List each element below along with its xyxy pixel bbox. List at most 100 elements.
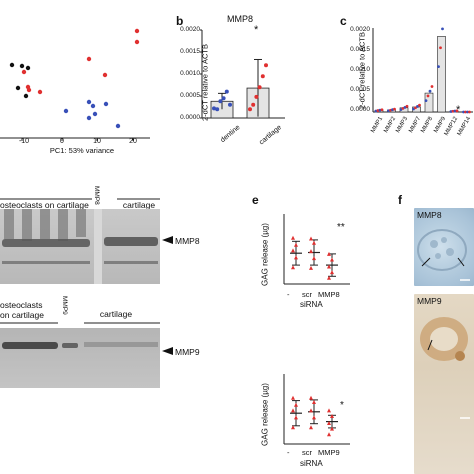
panel-e-top-point — [330, 257, 334, 262]
pca-point — [134, 28, 140, 34]
blot-bottom-arrow-icon — [162, 347, 173, 355]
panel-e-top-significance: ** — [337, 222, 345, 233]
pca-point — [25, 84, 31, 90]
panel-c-point — [393, 107, 396, 111]
panel-e-top-y-label: GAG release (µg) — [260, 223, 270, 286]
panel-e-top-category: scr — [302, 290, 312, 299]
blot-top-underlines — [0, 198, 160, 200]
panel-b-point — [251, 102, 256, 107]
panel-c-point — [441, 27, 444, 31]
panel-e-bottom-point — [309, 395, 313, 400]
micrograph-mmp8: MMP8 — [414, 208, 474, 286]
pca-point — [86, 56, 92, 62]
panel-e-bottom-point — [294, 415, 298, 420]
blot-bottom-underlines — [0, 322, 160, 324]
panel-c-point — [430, 85, 434, 88]
panel-e-bottom-category: - — [287, 448, 290, 457]
panel-b-point — [260, 74, 265, 79]
panel-letter-e: e — [252, 193, 259, 207]
panel-e-bottom-point — [312, 415, 316, 420]
panel-e-bottom-point — [327, 432, 331, 437]
blot-bottom-label-left-1: osteoclasts — [0, 300, 43, 310]
pca-point — [86, 115, 92, 121]
panel-e-bottom-point — [330, 414, 334, 418]
panel-e-bottom-point — [291, 425, 295, 430]
pca-x-label: PC1: 53% variance — [49, 146, 115, 155]
panel-c-chart — [372, 27, 473, 114]
panel-b-point — [257, 85, 262, 90]
panel-c-point — [424, 99, 428, 103]
panel-c-point — [428, 89, 432, 93]
pca-point — [21, 69, 27, 75]
pca-point — [86, 99, 92, 105]
panel-e-bottom-point — [327, 421, 331, 425]
panel-e-top-point — [330, 270, 334, 275]
pca-tick-label: 10 — [93, 138, 101, 145]
panel-e-top-point — [291, 235, 295, 240]
panel-e-top-point — [294, 255, 298, 260]
panel-b-point — [264, 63, 268, 68]
blot-top-gel — [0, 209, 160, 284]
panel-e-bottom-point — [330, 426, 334, 431]
pca-point — [15, 85, 21, 91]
panel-b-ytick: 0.0000 — [180, 114, 200, 121]
panel-b-point — [212, 106, 216, 111]
panel-b-ytick: 0.0020 — [180, 26, 200, 33]
panel-b-ytick: 0.0010 — [180, 70, 200, 77]
panel-b-significance: * — [254, 24, 259, 36]
panel-e-bottom-category: scr — [302, 448, 312, 457]
panel-letter-f: f — [398, 193, 402, 207]
panel-c-point — [416, 105, 419, 108]
panel-c-point — [462, 110, 465, 114]
panel-e-top-category: - — [287, 290, 290, 299]
panel-c-ytick: 0.0015 — [350, 46, 370, 53]
panel-e-top-point — [327, 264, 331, 269]
panel-c-ytick: 0.0020 — [350, 26, 370, 33]
panel-e-top-chart — [283, 214, 350, 285]
blot-top-label-right: cartilage — [122, 200, 156, 210]
panel-c-point — [418, 103, 421, 107]
panel-c-point — [405, 104, 409, 108]
pca-point — [134, 39, 140, 45]
micrograph-mmp8-label: MMP8 — [417, 210, 442, 220]
panel-e-bottom-point — [291, 395, 295, 400]
blot-top-arrow-label: MMP8 — [175, 236, 200, 246]
panel-e-bottom-point — [291, 408, 295, 413]
panel-b-point — [228, 102, 232, 107]
panel-b-chart — [200, 29, 285, 119]
panel-c-point — [464, 110, 467, 114]
panel-b-title: MMP8 — [226, 14, 253, 24]
panel-e-top-point — [309, 249, 313, 254]
pca-point — [63, 108, 69, 114]
pca-point — [25, 65, 31, 71]
panel-c-significance: * — [456, 104, 461, 116]
pca-tick-label: -10 — [18, 138, 30, 145]
pca-point — [19, 63, 25, 69]
panel-c-bar — [437, 36, 446, 113]
panel-e-top-point — [312, 256, 316, 261]
panel-b-point — [224, 89, 229, 94]
pca-point — [23, 93, 29, 99]
panel-e-top-point — [309, 236, 313, 241]
panel-e-bottom-point — [309, 425, 313, 430]
panel-c-point — [380, 108, 384, 112]
pca-point — [92, 111, 98, 117]
panel-b-point — [248, 107, 252, 112]
panel-c-ytick: 0.0005 — [350, 86, 370, 93]
panel-e-top-point — [327, 275, 331, 280]
panel-c-point — [466, 110, 469, 114]
panel-letter-b: b — [176, 14, 184, 28]
blot-bottom-lane-label: MMP9 — [61, 296, 68, 315]
panel-c-point — [439, 46, 442, 50]
pca-points — [9, 28, 140, 129]
pca-plot — [0, 28, 150, 141]
panel-c-bar — [424, 92, 434, 113]
panel-c-ytick: 0.0000 — [350, 106, 370, 113]
panel-b-point — [218, 99, 223, 104]
panel-c-point — [414, 106, 417, 110]
panel-e-bottom-point — [309, 408, 313, 413]
micrograph-mmp9: MMP9 — [414, 294, 474, 474]
panel-e-bottom-chart — [283, 374, 350, 445]
panel-b-ytick: 0.0015 — [180, 48, 200, 55]
panel-e-top-x-label: siRNA — [300, 300, 323, 309]
